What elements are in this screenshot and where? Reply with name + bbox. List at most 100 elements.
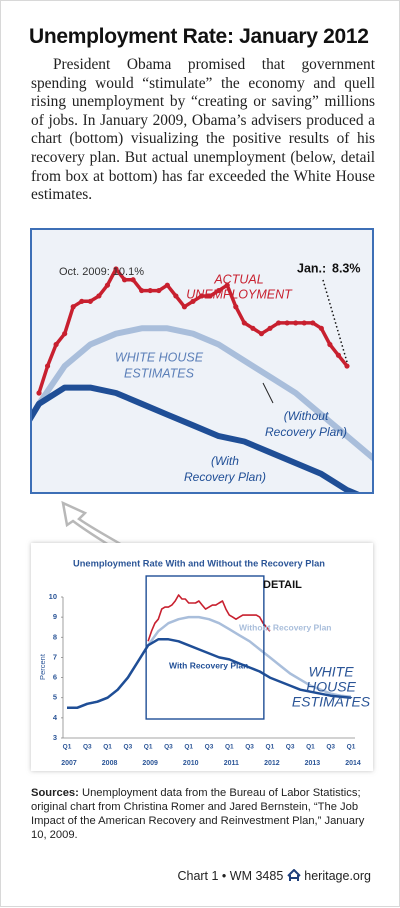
intro-text: President Obama promised that government…	[31, 56, 375, 204]
estimate-line	[32, 325, 372, 462]
detail-label: DETAIL	[263, 579, 302, 591]
series-label: With Recovery Plan	[169, 660, 248, 670]
x-tick-label: Q1	[266, 744, 275, 751]
sources-label: Sources:	[31, 787, 79, 799]
actual-point	[44, 363, 51, 369]
actual-point	[147, 287, 153, 294]
series-label: Without Recovery Plan	[239, 622, 332, 632]
year-label: 2009	[142, 760, 158, 767]
year-label: 2008	[102, 760, 118, 767]
with-label: Recovery Plan)	[184, 470, 266, 484]
x-tick-label: Q3	[205, 744, 214, 751]
without-leader	[262, 382, 274, 404]
actual-point	[36, 390, 42, 396]
actual-point	[87, 298, 93, 304]
detail-plot	[32, 266, 372, 492]
y-tick-label: 5	[53, 693, 57, 702]
chart-title: Unemployment Rate With and Without the R…	[73, 558, 325, 568]
actual-point	[327, 341, 333, 348]
actual-point	[258, 331, 265, 337]
y-tick-label: 7	[53, 652, 57, 661]
x-tick-label: Q1	[103, 744, 112, 751]
y-tick-label: 8	[53, 632, 57, 641]
white-house-label: WHITE HOUSE	[115, 350, 204, 364]
actual-point	[216, 287, 222, 294]
logo-icon	[287, 868, 301, 881]
year-label: 2012	[264, 760, 280, 767]
actual-point	[113, 266, 119, 272]
actual-point	[96, 293, 102, 299]
without-label: Recovery Plan)	[265, 425, 347, 439]
actual-point	[181, 304, 188, 310]
x-tick-label: Q1	[306, 744, 315, 751]
estimate-line	[32, 384, 360, 492]
y-tick-label: 10	[49, 592, 57, 601]
actual-point	[173, 293, 179, 299]
latest-label: Jan.:	[297, 261, 326, 275]
x-tick-label: Q3	[124, 744, 133, 751]
chart-id: Chart 1 • WM 3485	[177, 869, 284, 883]
sources: Sources: Unemployment data from the Bure…	[31, 786, 373, 842]
actual-point	[156, 287, 162, 294]
sources-text: Unemployment data from the Bureau of Lab…	[31, 787, 365, 841]
actual-point	[301, 320, 307, 326]
actual-point	[207, 293, 213, 299]
x-tick-label: Q1	[144, 744, 153, 751]
estimates-label: WHITE	[308, 664, 354, 680]
with-label: (With	[211, 454, 239, 468]
actual-point	[241, 320, 247, 326]
estimates-label: ESTIMATES	[292, 694, 371, 710]
detail-frame	[30, 228, 374, 494]
actual-point	[233, 304, 239, 310]
x-tick-label: Q1	[225, 744, 234, 751]
year-label: 2013	[305, 760, 321, 767]
y-tick-label: 3	[53, 733, 57, 742]
x-tick-label: Q3	[83, 744, 92, 751]
page-title: Unemployment Rate: January 2012	[29, 25, 369, 48]
without-label: (Without	[284, 409, 329, 423]
estimate-line	[67, 638, 352, 710]
full-plot: Unemployment Rate With and Without the R…	[38, 558, 371, 766]
actual-point	[53, 341, 59, 348]
actual-point	[275, 320, 282, 326]
x-tick-label: Q3	[326, 744, 335, 751]
x-tick-label: Q1	[63, 744, 72, 751]
actual-label: UNEMPLOYMENT	[186, 287, 293, 301]
actual-point	[139, 287, 145, 294]
detail-box	[145, 575, 265, 720]
y-tick-label: 9	[53, 612, 57, 621]
peak-annotation: Oct. 2009: 10.1%	[59, 266, 144, 278]
actual-point	[267, 325, 273, 331]
estimates-label: HOUSE	[306, 679, 356, 695]
year-label: 2007	[61, 760, 77, 767]
latest-value: 8.3%	[332, 261, 361, 275]
y-tick-label: 6	[53, 673, 57, 682]
actual-point	[293, 320, 299, 326]
actual-point	[79, 298, 85, 304]
actual-point	[130, 277, 136, 283]
actual-point	[121, 277, 128, 283]
x-tick-label: Q3	[286, 744, 295, 751]
actual-point	[318, 325, 324, 331]
chart-panel	[31, 543, 373, 771]
actual-label: ACTUAL	[213, 272, 263, 286]
actual-point	[62, 331, 68, 337]
actual-point	[190, 298, 196, 304]
actual-point	[164, 282, 170, 288]
year-label: 2011	[224, 760, 239, 767]
y-axis-label: Percent	[38, 653, 47, 680]
x-tick-label: Q1	[347, 744, 356, 751]
actual-point	[310, 320, 316, 326]
site: heritage.org	[304, 869, 371, 883]
actual-point	[198, 293, 205, 299]
y-tick-label: 4	[53, 713, 58, 722]
actual-point	[284, 320, 290, 326]
actual-point	[250, 325, 256, 331]
actual-point	[70, 304, 76, 310]
x-tick-label: Q3	[245, 744, 254, 751]
x-tick-label: Q1	[184, 744, 193, 751]
year-label: 2014	[345, 760, 361, 767]
white-house-label: ESTIMATES	[124, 366, 195, 380]
